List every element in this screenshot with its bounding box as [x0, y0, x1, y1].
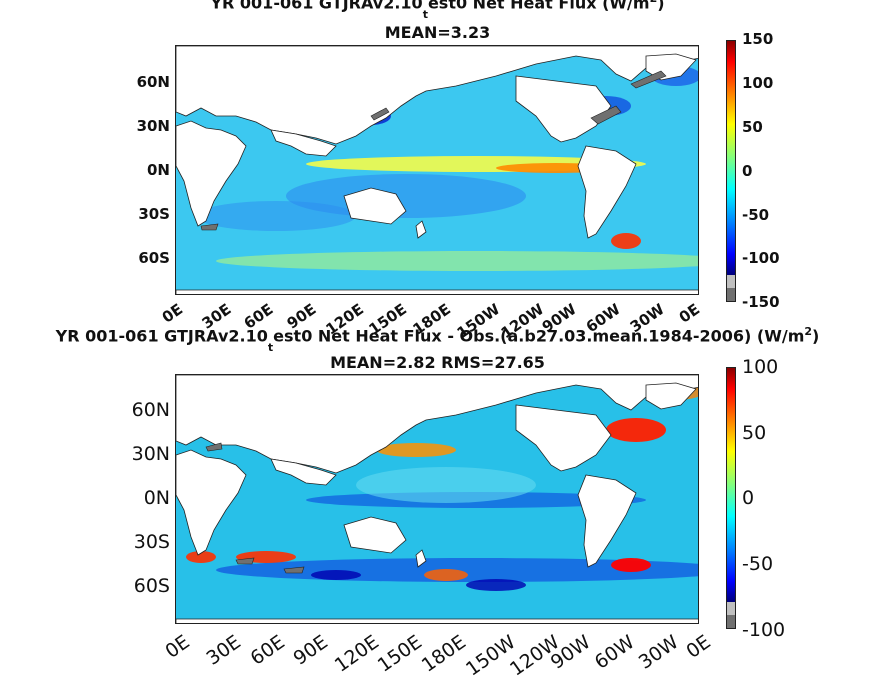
panel2-title-rest: est0 Net Heat Flux - Obs.(a.b27.03.mean.… — [273, 326, 805, 346]
panel1-colorbar-tick: 100 — [742, 74, 774, 92]
panel2-ytick: 60N — [131, 399, 170, 421]
panel1-title-superscript: 2 — [650, 0, 658, 5]
panel1-xtick: 0E — [675, 300, 704, 327]
land-north-america — [515, 75, 612, 143]
land-new-zealand — [415, 549, 427, 568]
panel2-xtick: 180E — [417, 631, 470, 677]
panel2-ytick: 60S — [133, 575, 170, 597]
panel1-colorbar-tick: 0 — [742, 162, 753, 180]
panel2-title-subscript: t — [267, 340, 274, 354]
panel2-xtick: 0E — [682, 631, 715, 663]
panel1-title-main: YR 001-061 GTJRAv2.10 — [210, 0, 423, 13]
panel2-ytick: 30S — [133, 531, 170, 553]
ice-patch-south — [200, 223, 219, 231]
panel1-map — [175, 45, 699, 295]
panel2-colorbar-tick: -100 — [742, 619, 786, 641]
panel2-xtick: 90E — [289, 631, 332, 670]
south-pacific-cool — [286, 174, 526, 218]
panel2-subtitle: MEAN=2.82 RMS=27.65 — [330, 353, 545, 372]
panel1-title: YR 001-061 GTJRAv2.10test0 Net Heat Flux… — [0, 0, 875, 21]
land-africa — [176, 120, 247, 227]
falklands-hotspot — [611, 233, 641, 249]
panel1-colorbar-tick: 150 — [742, 30, 774, 48]
panel1-ytick: 30S — [138, 205, 170, 223]
panel1-title-end: ) — [657, 0, 665, 13]
ice-patch-south-2 — [283, 566, 305, 574]
panel1-colorbar — [726, 40, 736, 302]
falklands-hotspot — [611, 558, 651, 572]
panel2-title-end: ) — [812, 326, 820, 346]
panel1-colorbar-tick: -100 — [742, 249, 780, 267]
panel2-xtick: 0E — [161, 631, 194, 663]
panel1-ytick: 30N — [136, 117, 170, 135]
gulfstream-hotspot — [606, 418, 666, 442]
panel2-xtick: 120E — [330, 631, 383, 677]
panel2-title-superscript: 2 — [804, 325, 813, 338]
panel2-xtick: 60E — [246, 631, 289, 670]
land-north-america — [515, 404, 612, 472]
panel1-ytick: 60S — [138, 249, 170, 267]
panel2-xtick: 60W — [590, 631, 639, 674]
tasman-hotspot — [424, 569, 468, 581]
panel1-map-svg — [176, 46, 698, 294]
tropical-neutral — [356, 467, 536, 503]
south-pacific-cool — [466, 579, 526, 591]
panel1-colorbar-tick: -50 — [742, 206, 770, 224]
panel2-colorbar — [726, 367, 736, 629]
land-australia — [343, 187, 407, 225]
panel1-title-subscript: t — [422, 7, 428, 21]
panel1-xtick: 0E — [158, 300, 187, 327]
ice-patches — [205, 442, 305, 574]
ice-patches — [200, 70, 667, 231]
panel1-ytick: 0N — [147, 161, 170, 179]
panel2-title: YR 001-061 GTJRAv2.10test0 Net Heat Flux… — [0, 325, 875, 354]
kuroshio-extension-warm — [376, 443, 456, 457]
panel2-map — [175, 374, 699, 624]
panel2-xtick: 30E — [202, 631, 245, 670]
indian-cool — [196, 201, 356, 231]
panel2-ytick: 0N — [143, 487, 170, 509]
land-north-eurasia-americas — [176, 46, 698, 145]
ice-patch-hudson — [590, 105, 622, 125]
panel2-colorbar-tick: 50 — [742, 422, 767, 444]
panel2-xtick: 30W — [634, 631, 683, 674]
land-masses — [176, 46, 698, 294]
panel2-colorbar-tick: -50 — [742, 553, 774, 575]
ice-patch-south-1 — [235, 557, 255, 565]
ice-patch-okhotsk — [370, 107, 390, 121]
panel2-colorbar-tick: 0 — [742, 487, 755, 509]
land-africa — [176, 449, 247, 556]
land-new-zealand — [415, 220, 427, 239]
ice-patch-north — [205, 442, 223, 452]
southern-band — [216, 251, 698, 271]
panel1-colorbar-tick: -150 — [742, 293, 780, 311]
panel2-map-svg — [176, 375, 698, 623]
panel2-xtick: 150E — [373, 631, 426, 677]
panel1-ytick: 60N — [136, 73, 170, 91]
land-antarctica — [176, 618, 698, 623]
land-south-america — [577, 474, 637, 568]
land-south-asia — [270, 129, 337, 157]
land-antarctica — [176, 289, 698, 294]
panel1-title-rest: est0 Net Heat Flux (W/m — [427, 0, 650, 13]
panel2-colorbar-tick: 100 — [742, 356, 779, 378]
land-south-america — [577, 145, 637, 239]
panel1-colorbar-tick: 50 — [742, 118, 763, 136]
land-north-eurasia-americas — [176, 375, 698, 474]
land-australia — [343, 516, 407, 554]
panel2-title-main: YR 001-061 GTJRAv2.10 — [55, 326, 268, 346]
ice-patch-labrador — [630, 70, 667, 89]
land-south-asia — [270, 458, 337, 486]
panel1-subtitle: MEAN=3.23 — [384, 23, 491, 42]
panel2-ytick: 30N — [131, 443, 170, 465]
land-greenland — [645, 382, 697, 410]
southwest-hotspot — [186, 551, 216, 563]
land-masses — [176, 375, 698, 623]
south-indian-cool — [311, 570, 361, 580]
